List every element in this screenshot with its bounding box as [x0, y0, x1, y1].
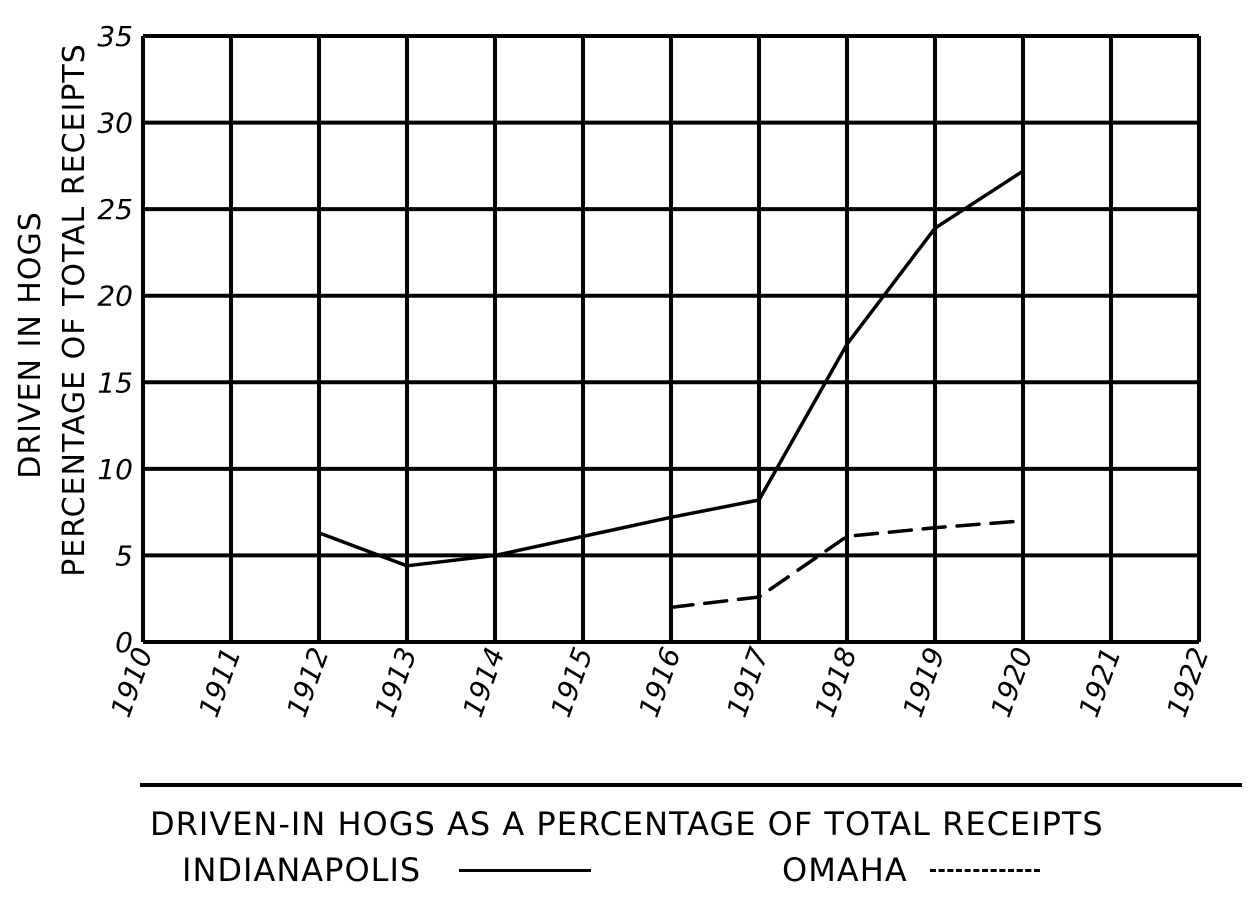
y-tick-label: 30 [97, 107, 133, 140]
y-tick-label: 35 [97, 20, 133, 53]
x-tick-label: 1913 [368, 643, 423, 721]
y-tick-label: 10 [97, 453, 133, 486]
series-line-omaha [669, 519, 1025, 610]
legend-swatch-dashed [929, 868, 1040, 872]
y-tick-label: 5 [115, 539, 133, 572]
x-tick-label: 1917 [720, 643, 775, 721]
y-axis-title-line1: DRIVEN IN HOGS [13, 211, 48, 479]
x-tick-label: 1915 [544, 643, 599, 721]
y-axis-title-line2: PERCENTAGE OF TOTAL RECEIPTS [57, 43, 92, 577]
y-tick-label: 0 [115, 626, 133, 659]
x-tick-label: 1919 [896, 643, 951, 721]
x-tick-label: 1910 [104, 643, 159, 721]
series-lines [317, 169, 1025, 642]
x-tick-label: 1916 [632, 643, 687, 721]
x-tick-label: 1914 [456, 643, 511, 721]
chart-grid [141, 34, 1201, 644]
x-tick-label: 1920 [984, 643, 1039, 721]
series-line-indianapolis [317, 169, 1025, 568]
x-tick-label: 1918 [808, 643, 863, 721]
y-tick-label: 20 [97, 280, 133, 313]
y-tick-label: 25 [97, 193, 133, 226]
x-tick-label: 1921 [1072, 643, 1127, 721]
x-tick-labels: 1910 1911 1912 1913 1914 1915 1916 1917 1918 1919… [104, 643, 1215, 721]
y-tick-label: 15 [97, 366, 133, 399]
legend-swatch-solid [459, 868, 592, 872]
legend-item-indianapolis: INDIANAPOLIS [182, 850, 592, 890]
legend-label-omaha: OMAHA [782, 851, 908, 889]
x-tick-label: 1911 [192, 643, 247, 721]
x-tick-label: 1912 [280, 643, 335, 721]
chart-title: DRIVEN-IN HOGS AS A PERCENTAGE OF TOTAL … [150, 805, 1104, 843]
legend-item-omaha: OMAHA [782, 850, 1040, 890]
y-tick-labels: 0 5 10 15 20 25 30 35 [97, 20, 133, 659]
legend-label-indianapolis: INDIANAPOLIS [182, 851, 422, 889]
x-tick-label: 1922 [1160, 643, 1215, 721]
